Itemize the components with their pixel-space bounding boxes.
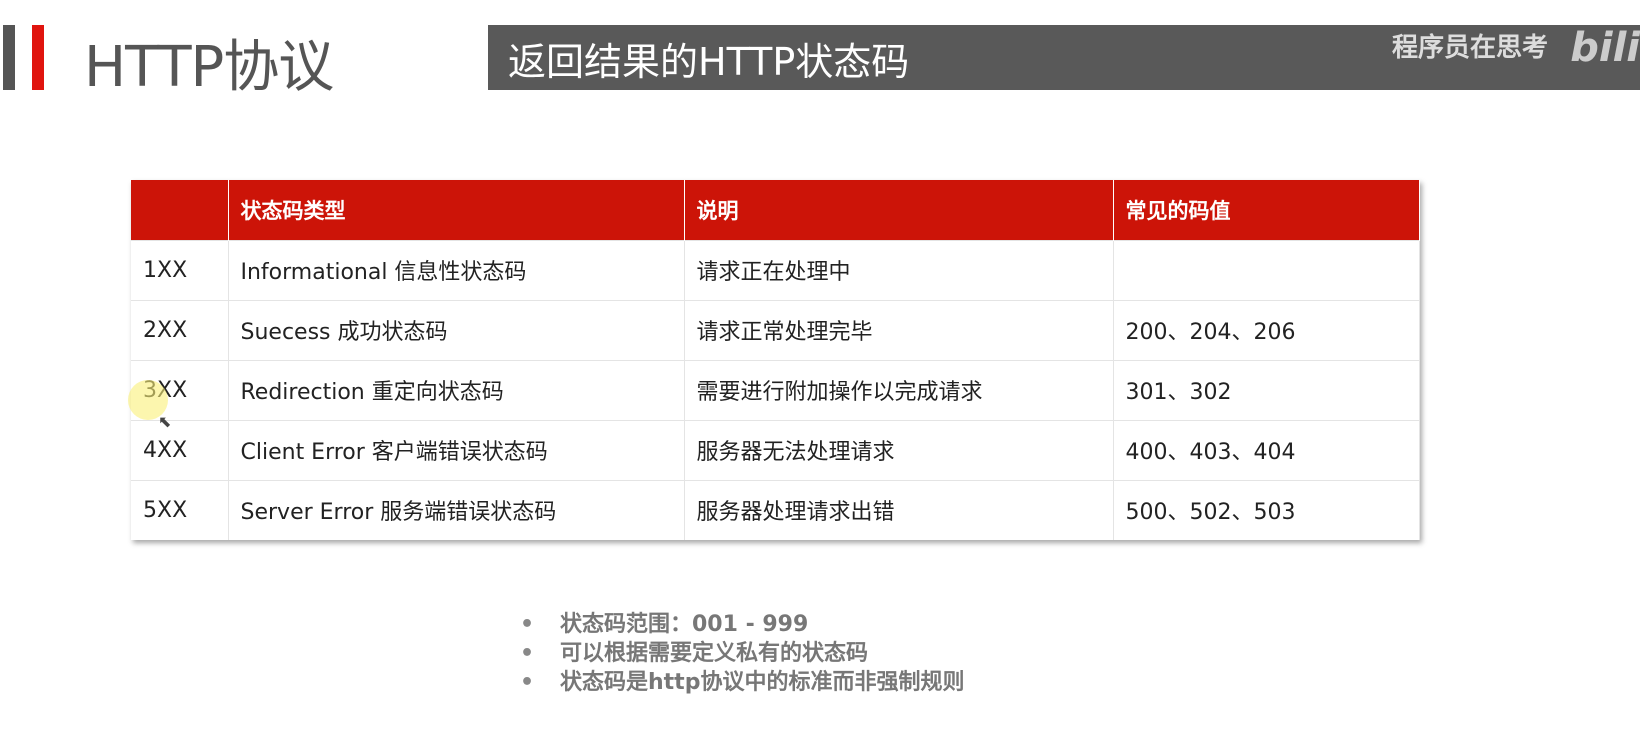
table-cell: Informational 信息性状态码 bbox=[228, 239, 685, 300]
header-cell: 说明 bbox=[684, 180, 1114, 240]
header-cell: 状态码类型 bbox=[228, 180, 685, 240]
table-cell bbox=[1113, 239, 1420, 300]
slide-title: HTTP协议 bbox=[84, 35, 334, 100]
table-cell: 500、502、503 bbox=[1113, 479, 1420, 540]
subtitle-banner: 返回结果的HTTP状态码 程序员在思考 bili bbox=[488, 25, 1640, 90]
table-cell: Suecess 成功状态码 bbox=[228, 299, 685, 360]
slide-subtitle: 返回结果的HTTP状态码 bbox=[508, 40, 910, 84]
table-cell: 2XX bbox=[131, 299, 229, 360]
list-item: 状态码是http协议中的标准而非强制规则 bbox=[520, 668, 964, 697]
table-cell: 请求正常处理完毕 bbox=[684, 299, 1114, 360]
channel-watermark: 程序员在思考 bbox=[1391, 33, 1548, 63]
table-cell: 4XX bbox=[131, 419, 229, 480]
title-marker-grey bbox=[3, 25, 15, 90]
header-cell bbox=[131, 180, 229, 240]
table-row: 5XX Server Error 服务端错误状态码 服务器处理请求出错 500、502… bbox=[131, 479, 1420, 540]
table-cell: 200、204、206 bbox=[1113, 299, 1420, 360]
status-code-table: 状态码类型 说明 常见的码值 1XX Informational 信息性状态码 请求… bbox=[131, 180, 1420, 540]
table-row: 3XXRedirection 重定向状态码需要进行附加操作以完成请求301、30… bbox=[131, 359, 1420, 420]
cursor-highlight bbox=[128, 380, 168, 420]
mouse-cursor-icon: ⬉ bbox=[158, 412, 172, 431]
table-row: 2XX Suecess 成功状态码 请求正常处理完毕 200、204、206 bbox=[131, 299, 1420, 360]
notes-list: 状态码范围：001 - 999 可以根据需要定义私有的状态码 状态码是http协… bbox=[520, 610, 964, 697]
list-item: 状态码范围：001 - 999 bbox=[520, 610, 964, 639]
table-header-row: 状态码类型 说明 常见的码值 bbox=[131, 180, 1420, 240]
table-cell: 1XX bbox=[131, 239, 229, 300]
table-cell: 5XX bbox=[131, 479, 229, 540]
table-cell: 服务器无法处理请求 bbox=[684, 419, 1114, 480]
table-cell: 请求正在处理中 bbox=[684, 239, 1114, 300]
table-row: 4XX Client Error 客户端错误状态码 服务器无法处理请求 400、403… bbox=[131, 419, 1420, 480]
table-cell: Server Error 服务端错误状态码 bbox=[228, 479, 685, 540]
table-cell: Client Error 客户端错误状态码 bbox=[228, 419, 685, 480]
title-marker-red bbox=[32, 25, 44, 90]
header-cell: 常见的码值 bbox=[1113, 180, 1420, 240]
table-row: 1XX Informational 信息性状态码 请求正在处理中 bbox=[131, 239, 1420, 300]
bilibili-logo: bili bbox=[1570, 25, 1640, 71]
table-cell: 400、403、404 bbox=[1113, 419, 1420, 480]
list-item: 可以根据需要定义私有的状态码 bbox=[520, 639, 964, 668]
table-cell: 301、302 bbox=[1113, 359, 1420, 420]
table-cell: 服务器处理请求出错 bbox=[684, 479, 1114, 540]
table-cell: 需要进行附加操作以完成请求 bbox=[684, 359, 1114, 420]
table-cell: Redirection 重定向状态码 bbox=[228, 359, 685, 420]
